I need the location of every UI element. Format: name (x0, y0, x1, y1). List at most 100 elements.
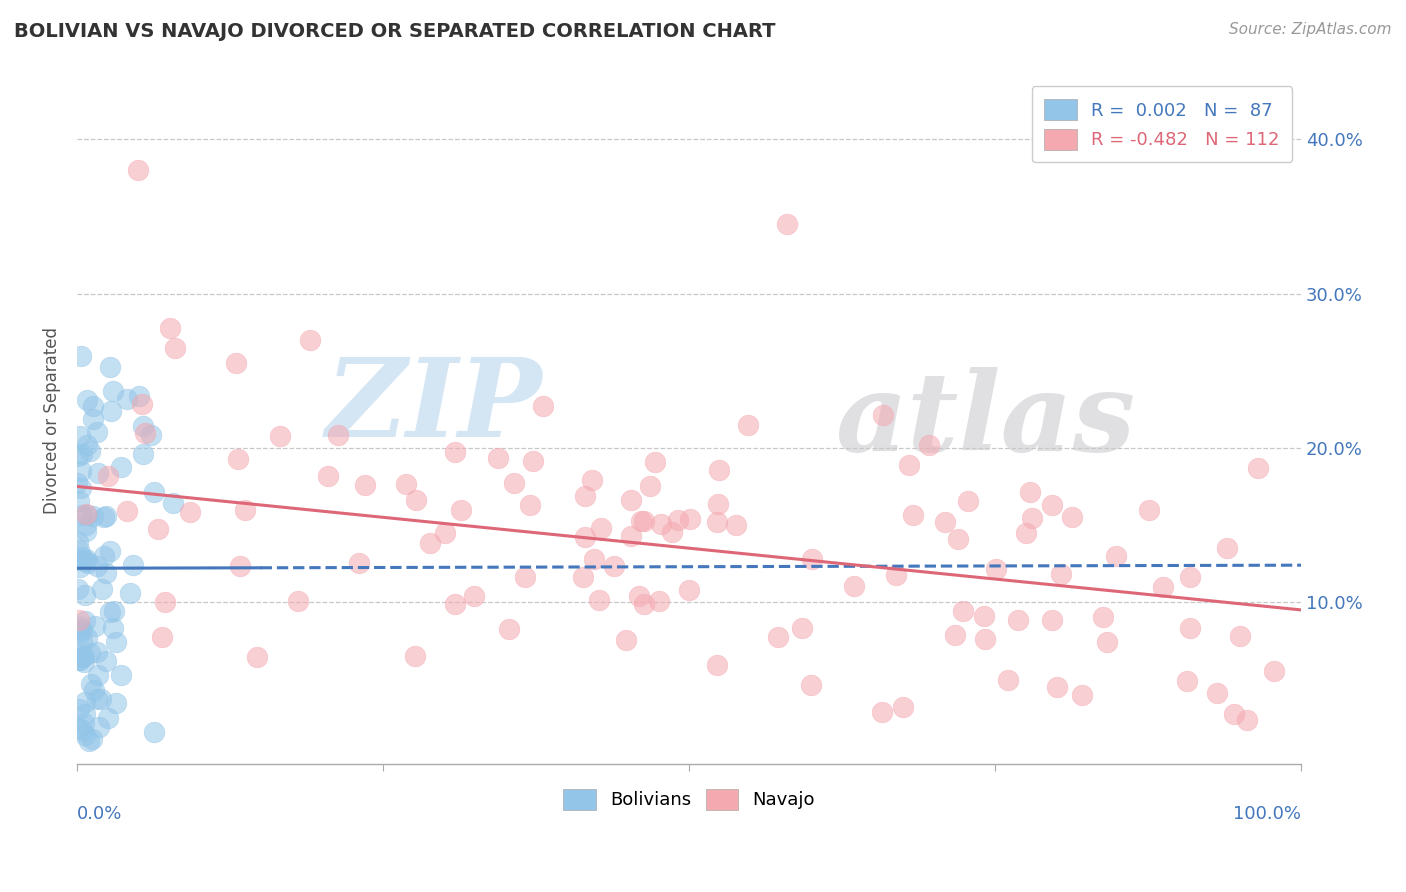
Point (101, 384, 124, 399)
Point (603, 558, 626, 573)
Point (1050, 567, 1073, 582)
Point (1091, 609, 1114, 624)
Text: 0.0%: 0.0% (77, 805, 122, 823)
Point (1021, 511, 1043, 525)
Point (225, 356, 247, 370)
Point (957, 494, 980, 508)
Point (76, 632, 98, 646)
Point (82, 509, 104, 524)
Point (638, 479, 661, 493)
Point (67, 648, 90, 663)
Point (984, 562, 1007, 576)
Point (679, 512, 702, 526)
Point (94, 654, 117, 668)
Point (83, 682, 105, 697)
Point (1018, 485, 1040, 500)
Point (725, 518, 748, 533)
Point (918, 438, 941, 452)
Point (316, 468, 339, 483)
Point (1175, 674, 1198, 689)
Point (98, 605, 121, 619)
Point (226, 452, 249, 467)
Point (115, 503, 138, 517)
Point (522, 454, 544, 468)
Point (1095, 635, 1118, 649)
Point (122, 558, 145, 572)
Point (801, 552, 824, 566)
Point (630, 514, 652, 528)
Point (1040, 498, 1063, 512)
Point (70, 508, 93, 523)
Point (87, 720, 110, 734)
Point (444, 445, 467, 459)
Point (444, 597, 467, 611)
Point (79, 646, 101, 660)
Point (633, 597, 655, 611)
Point (75, 524, 97, 539)
Point (69, 620, 91, 634)
Point (1007, 613, 1029, 627)
Point (83, 619, 105, 633)
Point (678, 583, 700, 598)
Point (513, 570, 536, 584)
Point (574, 489, 596, 503)
Point (1180, 569, 1202, 583)
Point (1178, 621, 1201, 635)
Point (450, 502, 472, 516)
Point (776, 217, 799, 231)
Point (897, 458, 920, 472)
Point (70, 632, 93, 647)
Point (86, 558, 108, 573)
Point (503, 476, 526, 491)
Point (75, 507, 97, 521)
Point (104, 635, 127, 649)
Point (100, 404, 122, 418)
Point (162, 495, 184, 509)
Point (1071, 688, 1094, 702)
Point (98, 544, 121, 558)
Point (872, 408, 894, 422)
Point (800, 678, 823, 692)
Point (1263, 665, 1285, 679)
Point (571, 570, 593, 584)
Point (588, 593, 610, 607)
Point (69, 481, 91, 495)
Point (131, 397, 153, 411)
Point (69, 428, 91, 442)
Point (70, 447, 93, 461)
Point (229, 558, 252, 573)
Point (943, 628, 966, 642)
Point (1236, 713, 1258, 727)
Point (143, 725, 166, 739)
Point (1014, 525, 1036, 540)
Point (94, 509, 117, 524)
Point (66, 553, 89, 567)
Point (1152, 580, 1174, 594)
Point (75, 728, 97, 742)
Point (589, 521, 612, 535)
Point (77, 556, 100, 570)
Point (73, 649, 96, 664)
Point (70, 649, 93, 664)
Point (82, 400, 104, 414)
Point (67, 721, 90, 735)
Point (287, 594, 309, 608)
Text: 100.0%: 100.0% (1233, 805, 1301, 823)
Point (93, 549, 115, 563)
Point (644, 455, 666, 469)
Point (73, 706, 96, 721)
Point (131, 448, 153, 462)
Point (1247, 460, 1270, 475)
Point (842, 579, 865, 593)
Point (134, 426, 156, 441)
Point (69, 653, 91, 667)
Point (72, 723, 94, 737)
Point (75, 695, 97, 709)
Point (66, 475, 89, 490)
Point (1040, 613, 1063, 627)
Point (395, 476, 418, 491)
Point (179, 505, 201, 519)
Point (146, 522, 169, 536)
Text: atlas: atlas (837, 368, 1136, 475)
Point (1046, 680, 1069, 694)
